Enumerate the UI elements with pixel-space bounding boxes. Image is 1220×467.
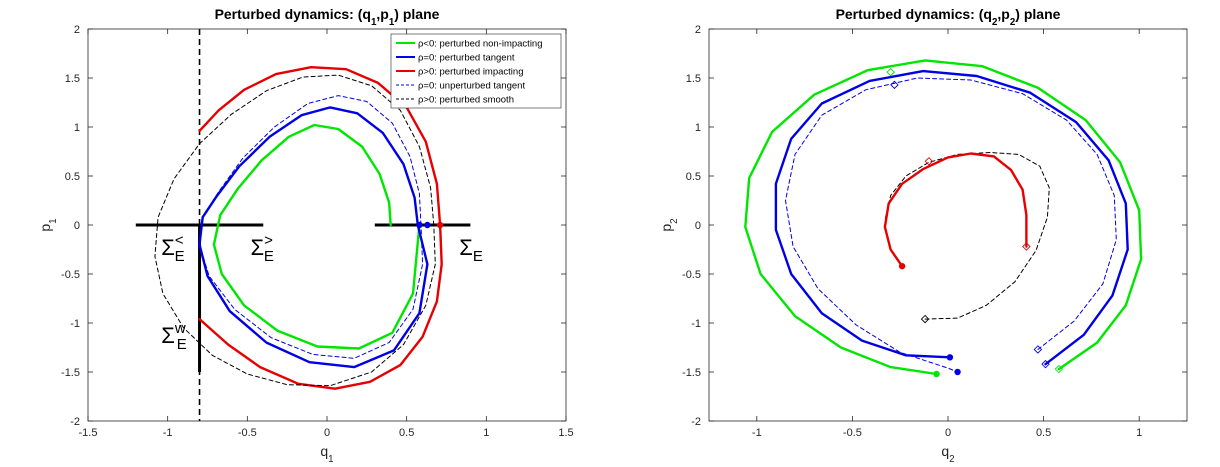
series-line [198, 66, 442, 227]
y-tick-label: -1.5 [61, 367, 80, 379]
sigma-annotation: Σ< E [161, 232, 184, 265]
legend: ρ<0: perturbed non-impacting ρ=0: perturb… [390, 33, 562, 109]
data-point [424, 221, 431, 229]
y-tick-label: -1.5 [682, 367, 701, 379]
plot-area [744, 59, 1143, 378]
x-tick-label: -1.5 [79, 427, 98, 439]
y-tick-label: 2 [695, 24, 701, 36]
y-tick-label: 0.5 [686, 171, 701, 183]
chart-title: Perturbed dynamics: (q1,p1) plane [215, 6, 440, 28]
x-tick-label: -0.5 [238, 427, 257, 439]
y-tick-label: -1 [691, 318, 701, 330]
legend-box [390, 33, 562, 109]
y-tick-label: 1 [695, 122, 701, 134]
series-line [212, 123, 421, 350]
series-line [198, 223, 443, 390]
chart-title: Perturbed dynamics: (q2,p2) plane [836, 6, 1061, 28]
series-line [744, 59, 1143, 376]
data-point [898, 262, 906, 270]
diamond-marker [1033, 345, 1043, 354]
legend-label: ρ=0: unperturbed tangent [418, 81, 525, 92]
diamond-marker [1022, 242, 1031, 251]
y-tick-label: -0.5 [682, 269, 701, 281]
diamond-marker [924, 157, 934, 166]
sigma-annotation: Σw E [161, 320, 186, 353]
y-tick-label: 1.5 [65, 73, 80, 85]
series-line [884, 152, 1050, 320]
series-line [154, 74, 436, 387]
series-line [199, 95, 424, 359]
diamond-marker [1041, 359, 1050, 369]
x-tick-label: -1 [163, 427, 173, 439]
x-axis-label: q2 [941, 443, 954, 465]
diamond-marker [890, 80, 899, 90]
data-point [954, 368, 961, 376]
legend-label: ρ>0: perturbed impacting [418, 67, 523, 78]
y-tick-label: -1 [70, 318, 80, 330]
y-tick-label: 0 [695, 220, 701, 232]
x-tick-label: 1.5 [558, 427, 573, 439]
sigma-annotation: ΣE [459, 235, 483, 265]
y-tick-label: 0 [74, 220, 80, 232]
series-line [883, 152, 1028, 268]
legend-label: ρ=0: perturbed tangent [418, 53, 515, 64]
diamond-marker [886, 67, 895, 77]
diamond-marker [920, 314, 930, 324]
x-tick-label: -0.5 [843, 427, 862, 439]
data-point [933, 370, 940, 378]
chart-q2-p2-plane: -1 -0.5 0 0.5 1 -2 -1.5 -1 -0.5 0 0.5 1 1.5 2 Perturbe… [658, 6, 1188, 465]
y-tick-label: -2 [70, 416, 80, 428]
series-line [774, 69, 1129, 366]
x-tick-label: 0.5 [399, 427, 414, 439]
data-point [436, 221, 444, 229]
legend-label: ρ>0: perturbed smooth [418, 95, 514, 106]
y-tick-label: -2 [691, 416, 701, 428]
x-tick-label: 0.5 [1036, 427, 1051, 439]
chart-q1-p1-plane: -1.5 -1 -0.5 0 0.5 1 1.5-2-1.5-1-0.500.511.52P… [37, 6, 574, 465]
y-tick-label: 2 [74, 24, 80, 36]
data-point [946, 354, 954, 361]
y-tick-label: 1.5 [686, 73, 701, 85]
y-tick-label: -0.5 [61, 269, 80, 281]
x-tick-label: 1 [1136, 427, 1142, 439]
sigma-annotation: Σ> E [251, 232, 274, 265]
legend-label: ρ<0: perturbed non-impacting [418, 39, 543, 50]
x-tick-label: 0 [945, 427, 951, 439]
y-axis-label: p2 [658, 218, 680, 231]
y-tick-label: 0.5 [65, 171, 80, 183]
y-tick-label: 1 [74, 122, 80, 134]
x-tick-label: 1 [483, 427, 489, 439]
data-point [416, 221, 423, 229]
diamond-marker [1054, 364, 1064, 374]
x-axis-label: q1 [320, 443, 333, 465]
plot-area [135, 29, 471, 421]
x-tick-label: -1 [752, 427, 762, 439]
y-axis-label: p1 [37, 218, 59, 231]
x-tick-label: 0 [324, 427, 330, 439]
